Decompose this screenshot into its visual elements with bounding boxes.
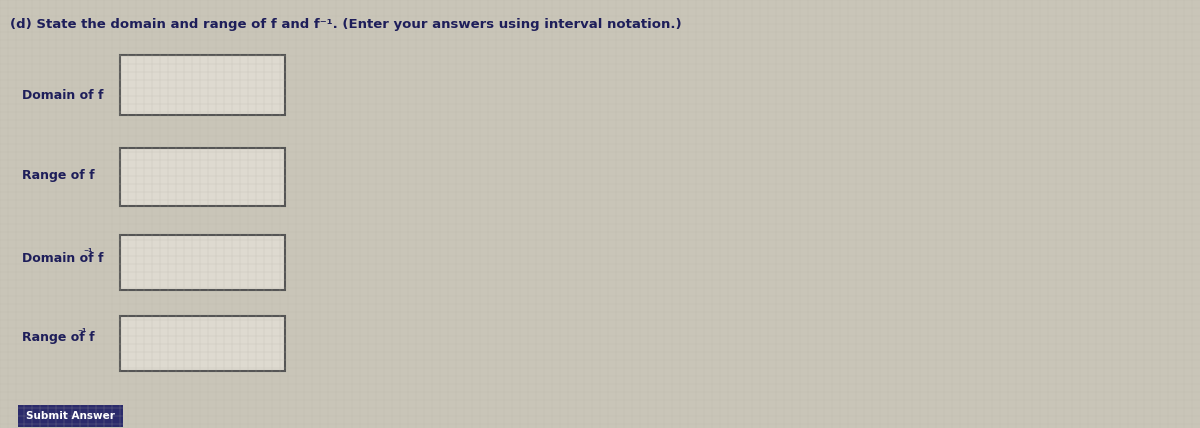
- Bar: [120, 148, 286, 206]
- Text: Submit Answer: Submit Answer: [26, 411, 115, 421]
- Bar: [18, 405, 124, 427]
- Text: (d) State the domain and range of f and f⁻¹. (Enter your answers using interval : (d) State the domain and range of f and …: [10, 18, 682, 31]
- Text: Range of f: Range of f: [22, 332, 95, 345]
- Text: Range of f: Range of f: [22, 169, 95, 181]
- Text: Domain of f: Domain of f: [22, 89, 103, 101]
- Bar: [120, 235, 286, 290]
- Text: ⁻¹: ⁻¹: [83, 248, 92, 258]
- Text: Domain of f: Domain of f: [22, 252, 103, 265]
- Text: ⁻¹: ⁻¹: [77, 328, 86, 338]
- Bar: [120, 316, 286, 371]
- Bar: [120, 55, 286, 115]
